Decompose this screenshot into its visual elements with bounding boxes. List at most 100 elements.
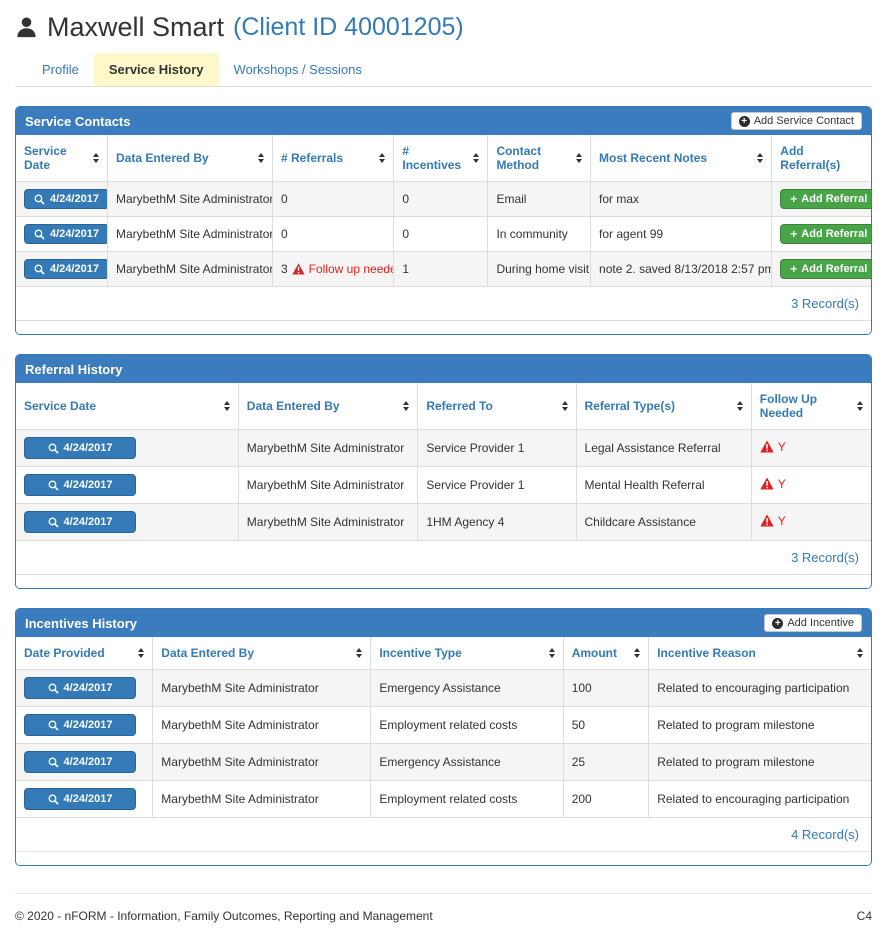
sort-icon bbox=[224, 401, 230, 411]
col-add-referrals: Add Referral(s) bbox=[771, 135, 871, 182]
service-contact-row: 4/24/2017 MarybethM Site Administrator 3… bbox=[16, 251, 871, 286]
cell-entered-by: MarybethM Site Administrator bbox=[152, 780, 372, 817]
service-contact-row: 4/24/2017 MarybethM Site Administrator 0… bbox=[16, 216, 871, 252]
cell-referral-type: Childcare Assistance bbox=[576, 503, 752, 540]
view-incentive-button[interactable]: 4/24/2017 bbox=[24, 751, 136, 773]
cell-incentive-type: Emergency Assistance bbox=[370, 743, 564, 781]
panel-title: Service Contacts bbox=[25, 113, 131, 129]
sort-icon bbox=[757, 153, 763, 163]
view-service-contact-button[interactable]: 4/24/2017 bbox=[24, 224, 107, 244]
add-referral-button[interactable]: + Add Referral bbox=[780, 189, 871, 209]
view-incentive-button[interactable]: 4/24/2017 bbox=[24, 788, 136, 810]
plus-circle-icon: + bbox=[738, 115, 750, 127]
warning-icon bbox=[760, 440, 774, 453]
col-referred-to[interactable]: Referred To bbox=[417, 383, 577, 430]
col-num-incentives[interactable]: # Incentives bbox=[393, 135, 489, 182]
sort-icon bbox=[562, 401, 568, 411]
magnifier-icon bbox=[48, 683, 59, 694]
col-service-date[interactable]: Service Date bbox=[16, 135, 108, 182]
referral-history-panel: Referral History Service Date Data Enter… bbox=[15, 354, 872, 589]
panel-spacer bbox=[16, 575, 871, 588]
client-id: (Client ID 40001205) bbox=[233, 13, 464, 41]
col-contact-method[interactable]: Contact Method bbox=[487, 135, 592, 182]
add-service-contact-button[interactable]: + Add Service Contact bbox=[730, 112, 862, 130]
site-footer: © 2020 - nFORM - Information, Family Out… bbox=[15, 893, 872, 929]
cell-entered-by: MarybethM Site Administrator bbox=[107, 216, 273, 252]
col-incentive-type[interactable]: Incentive Type bbox=[370, 637, 564, 670]
cell-incentive-type: Employment related costs bbox=[370, 780, 564, 817]
col-most-recent-notes[interactable]: Most Recent Notes bbox=[590, 135, 773, 182]
sort-icon bbox=[356, 648, 362, 658]
referral-row: 4/24/2017 MarybethM Site Administrator S… bbox=[16, 466, 871, 504]
tab-service-history[interactable]: Service History bbox=[93, 53, 219, 86]
referral-history-header: Referral History bbox=[16, 355, 871, 383]
cell-contact-method: During home visit bbox=[487, 251, 592, 286]
panel-title: Incentives History bbox=[25, 615, 137, 631]
incentive-row: 4/24/2017 MarybethM Site Administrator E… bbox=[16, 706, 871, 744]
view-service-contact-button[interactable]: 4/24/2017 bbox=[24, 189, 107, 209]
col-date-provided[interactable]: Date Provided bbox=[16, 637, 154, 670]
panel-spacer bbox=[16, 321, 871, 334]
tab-profile[interactable]: Profile bbox=[42, 62, 79, 77]
cell-reason: Related to program milestone bbox=[648, 743, 871, 781]
magnifier-icon bbox=[48, 757, 59, 768]
view-referral-button[interactable]: 4/24/2017 bbox=[24, 474, 136, 496]
cell-entered-by: MarybethM Site Administrator bbox=[152, 743, 372, 781]
sort-icon bbox=[857, 401, 863, 411]
cell-num-incentives: 1 bbox=[393, 251, 489, 286]
cell-entered-by: MarybethM Site Administrator bbox=[152, 706, 372, 744]
magnifier-icon bbox=[48, 443, 59, 454]
add-service-contact-label: Add Service Contact bbox=[753, 115, 854, 127]
col-incentive-reason[interactable]: Incentive Reason bbox=[648, 637, 871, 670]
copyright-text: © 2020 - nFORM - Information, Family Out… bbox=[15, 909, 433, 923]
plus-icon: + bbox=[790, 262, 798, 276]
plus-circle-icon: + bbox=[772, 617, 784, 629]
col-amount[interactable]: Amount bbox=[563, 637, 650, 670]
cell-referral-type: Mental Health Referral bbox=[576, 466, 752, 504]
tab-bar: Profile Service History Workshops / Sess… bbox=[15, 53, 872, 87]
magnifier-icon bbox=[48, 480, 59, 491]
referral-row: 4/24/2017 MarybethM Site Administrator 1… bbox=[16, 503, 871, 540]
client-name: Maxwell Smart bbox=[47, 12, 225, 42]
referral-history-record-count: 3 Record(s) bbox=[16, 540, 871, 575]
view-service-contact-button[interactable]: 4/24/2017 bbox=[24, 259, 107, 279]
referral-history-table: Service Date Data Entered By Referred To… bbox=[16, 383, 871, 540]
add-referral-button[interactable]: + Add Referral bbox=[780, 224, 871, 244]
service-contacts-panel: Service Contacts + Add Service Contact S… bbox=[15, 106, 872, 335]
incentives-history-record-count: 4 Record(s) bbox=[16, 817, 871, 852]
view-referral-button[interactable]: 4/24/2017 bbox=[24, 437, 136, 459]
cell-num-incentives: 0 bbox=[393, 181, 489, 217]
add-incentive-label: Add Incentive bbox=[787, 617, 854, 629]
view-referral-button[interactable]: 4/24/2017 bbox=[24, 511, 136, 533]
cell-entered-by: MarybethM Site Administrator bbox=[238, 503, 419, 540]
add-incentive-button[interactable]: + Add Incentive bbox=[764, 614, 862, 632]
view-incentive-button[interactable]: 4/24/2017 bbox=[24, 714, 136, 736]
col-data-entered-by[interactable]: Data Entered By bbox=[238, 383, 419, 430]
cell-amount: 50 bbox=[563, 706, 650, 744]
incentive-row: 4/24/2017 MarybethM Site Administrator E… bbox=[16, 743, 871, 781]
view-incentive-button[interactable]: 4/24/2017 bbox=[24, 677, 136, 699]
col-referral-types[interactable]: Referral Type(s) bbox=[576, 383, 752, 430]
col-follow-up-needed[interactable]: Follow Up Needed bbox=[751, 383, 871, 430]
cell-referred-to: 1HM Agency 4 bbox=[417, 503, 577, 540]
sort-icon bbox=[857, 648, 863, 658]
cell-entered-by: MarybethM Site Administrator bbox=[107, 251, 273, 286]
cell-reason: Related to encouraging participation bbox=[648, 780, 871, 817]
col-data-entered-by[interactable]: Data Entered By bbox=[107, 135, 273, 182]
magnifier-icon bbox=[48, 517, 59, 528]
tab-workshops-sessions[interactable]: Workshops / Sessions bbox=[233, 62, 362, 77]
cell-num-incentives: 0 bbox=[393, 216, 489, 252]
col-data-entered-by[interactable]: Data Entered By bbox=[152, 637, 372, 670]
magnifier-icon bbox=[34, 194, 45, 205]
add-referral-button[interactable]: + Add Referral bbox=[780, 259, 871, 279]
sort-icon bbox=[737, 401, 743, 411]
col-num-referrals[interactable]: # Referrals bbox=[272, 135, 395, 182]
cell-incentive-type: Employment related costs bbox=[370, 706, 564, 744]
cell-follow-up: Y bbox=[751, 429, 871, 467]
warning-icon bbox=[291, 263, 305, 275]
cell-notes: for agent 99 bbox=[590, 216, 773, 252]
col-service-date[interactable]: Service Date bbox=[16, 383, 239, 430]
magnifier-icon bbox=[34, 264, 45, 275]
cell-referral-type: Legal Assistance Referral bbox=[576, 429, 752, 467]
